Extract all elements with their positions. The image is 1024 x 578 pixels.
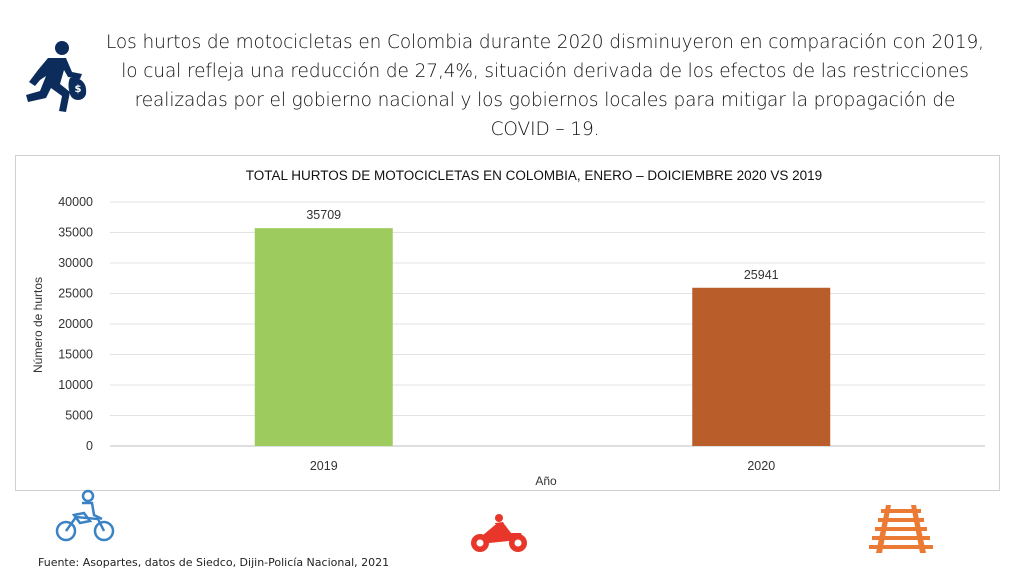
- y-tick-label: 20000: [58, 317, 93, 331]
- y-tick-label: 15000: [58, 348, 93, 362]
- x-axis-ticks: 2019 2020: [310, 459, 775, 473]
- bars: 35709 25941: [254, 208, 831, 446]
- y-tick-label: 5000: [65, 409, 93, 423]
- bar-2019: [254, 228, 393, 446]
- y-axis-label: Número de hurtos: [31, 277, 45, 373]
- running-thief-icon: $: [26, 41, 87, 112]
- motorcycle-rider-icon: [55, 489, 115, 542]
- x-axis-label: Año: [535, 474, 557, 488]
- chart-frame: [15, 155, 1000, 491]
- intro-paragraph: Los hurtos de motocicletas en Colombia d…: [106, 32, 984, 140]
- y-tick-label: 25000: [58, 287, 93, 301]
- motorcycle-icon: [471, 514, 527, 552]
- y-tick-label: 10000: [58, 378, 93, 392]
- y-axis-ticks: 0 5000 10000 15000 20000 25000 30000 35000 40000: [58, 195, 93, 453]
- y-tick-label: 30000: [58, 256, 93, 270]
- gridlines: [110, 201, 985, 447]
- y-tick-label: 0: [86, 439, 93, 453]
- bar-chart: TOTAL HURTOS DE MOTOCICLETAS EN COLOMBIA…: [31, 168, 985, 488]
- data-label: 35709: [306, 208, 341, 222]
- data-label: 25941: [744, 268, 779, 282]
- y-tick-label: 35000: [58, 226, 93, 240]
- svg-text:$: $: [75, 84, 82, 95]
- x-tick-label: 2019: [310, 459, 338, 473]
- y-tick-label: 40000: [58, 195, 93, 209]
- x-tick-label: 2020: [747, 459, 775, 473]
- source-note: Fuente: Asopartes, datos de Siedco, Diji…: [38, 556, 390, 569]
- bar-2020: [692, 287, 831, 446]
- railway-track-icon: [869, 505, 933, 553]
- chart-title: TOTAL HURTOS DE MOTOCICLETAS EN COLOMBIA…: [246, 168, 822, 183]
